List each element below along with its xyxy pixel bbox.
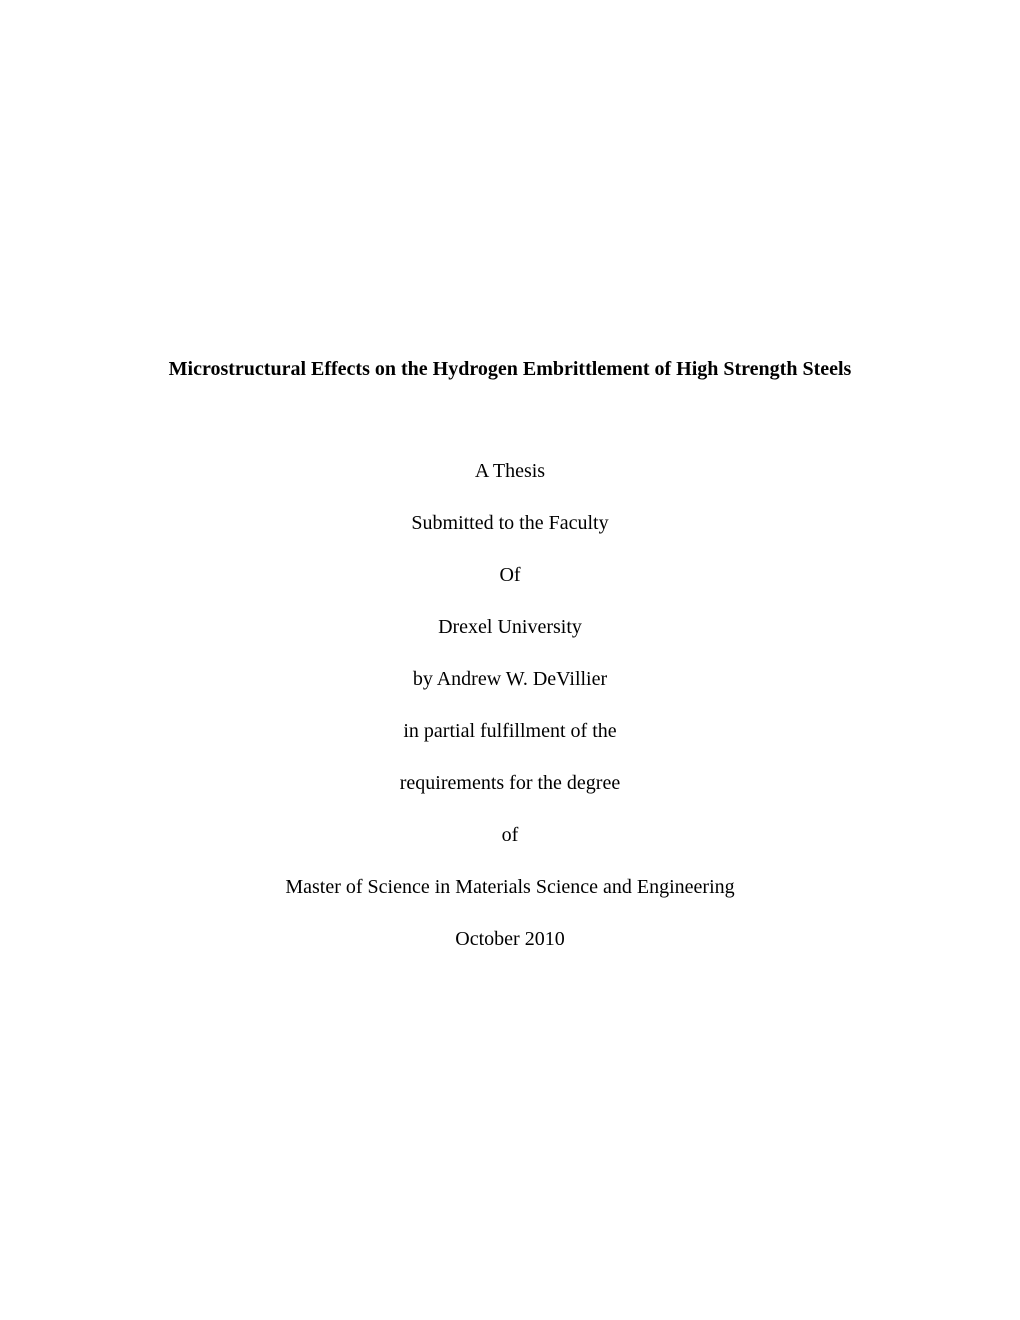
line-requirements: requirements for the degree — [0, 771, 1020, 795]
line-university: Drexel University — [0, 615, 1020, 639]
line-of-2: of — [0, 823, 1020, 847]
thesis-title-page: Microstructural Effects on the Hydrogen … — [0, 0, 1020, 1320]
line-date: October 2010 — [0, 927, 1020, 951]
line-thesis: A Thesis — [0, 459, 1020, 483]
line-degree: Master of Science in Materials Science a… — [0, 875, 1020, 899]
line-author: by Andrew W. DeVillier — [0, 667, 1020, 691]
line-fulfillment: in partial fulfillment of the — [0, 719, 1020, 743]
line-submitted: Submitted to the Faculty — [0, 511, 1020, 535]
thesis-title: Microstructural Effects on the Hydrogen … — [0, 358, 1020, 381]
line-of-1: Of — [0, 563, 1020, 587]
